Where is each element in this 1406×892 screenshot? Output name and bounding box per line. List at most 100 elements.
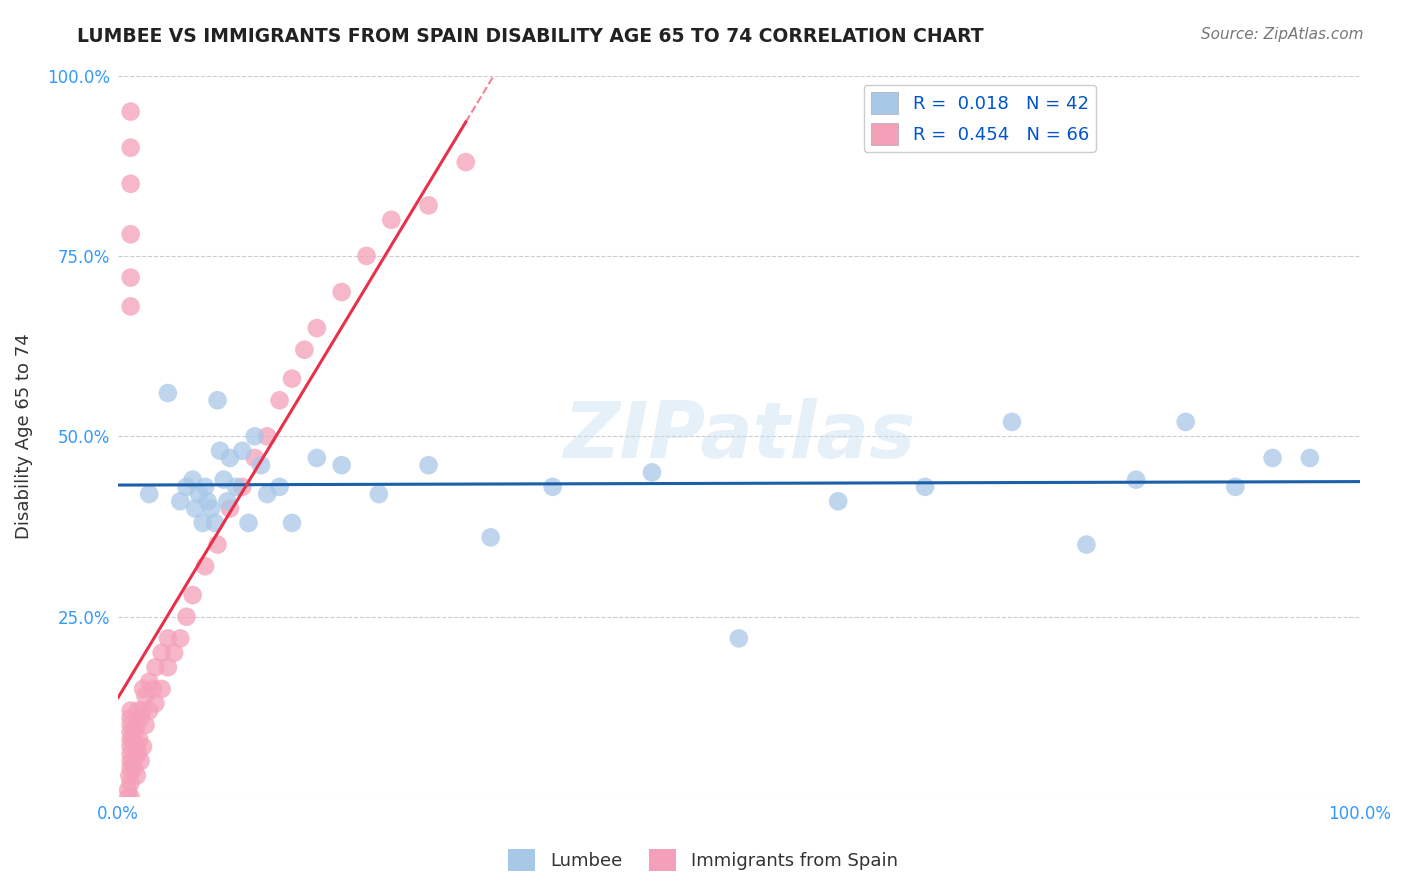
Point <box>150 646 173 660</box>
Point <box>250 458 273 473</box>
Point <box>176 480 198 494</box>
Point <box>181 588 204 602</box>
Point <box>118 768 141 782</box>
Point <box>145 660 167 674</box>
Point <box>135 718 157 732</box>
Point <box>243 429 266 443</box>
Point <box>541 480 564 494</box>
Point <box>120 725 142 739</box>
Point <box>208 443 231 458</box>
Point <box>169 632 191 646</box>
Point <box>120 775 142 789</box>
Point <box>145 696 167 710</box>
Point <box>1174 415 1197 429</box>
Point <box>305 450 328 465</box>
Point <box>117 790 139 805</box>
Point <box>728 632 751 646</box>
Point <box>380 212 402 227</box>
Point <box>187 487 209 501</box>
Point <box>120 711 142 725</box>
Point <box>156 660 179 674</box>
Point <box>124 747 146 761</box>
Point <box>243 450 266 465</box>
Point <box>120 177 142 191</box>
Point <box>122 732 145 747</box>
Point <box>194 480 217 494</box>
Point <box>238 516 260 530</box>
Point <box>204 516 226 530</box>
Point <box>125 768 148 782</box>
Point <box>156 632 179 646</box>
Point <box>132 681 155 696</box>
Point <box>142 681 165 696</box>
Point <box>120 747 142 761</box>
Point <box>219 450 242 465</box>
Point <box>127 704 149 718</box>
Point <box>129 754 152 768</box>
Point <box>176 609 198 624</box>
Point <box>120 270 142 285</box>
Point <box>207 538 229 552</box>
Point <box>217 494 239 508</box>
Point <box>129 711 152 725</box>
Text: Source: ZipAtlas.com: Source: ZipAtlas.com <box>1201 27 1364 42</box>
Point <box>132 704 155 718</box>
Point <box>356 249 378 263</box>
Point <box>418 458 440 473</box>
Point <box>827 494 849 508</box>
Point <box>281 371 304 385</box>
Point <box>231 480 253 494</box>
Point <box>184 501 207 516</box>
Point <box>1299 450 1322 465</box>
Point <box>330 458 353 473</box>
Point <box>191 516 214 530</box>
Point <box>418 198 440 212</box>
Point <box>479 530 502 544</box>
Point <box>120 718 142 732</box>
Point <box>330 285 353 299</box>
Point <box>256 429 278 443</box>
Point <box>1125 473 1147 487</box>
Point <box>120 227 142 242</box>
Point <box>122 754 145 768</box>
Point <box>156 386 179 401</box>
Point <box>117 783 139 797</box>
Point <box>256 487 278 501</box>
Text: ZIPatlas: ZIPatlas <box>562 399 915 475</box>
Point <box>135 689 157 703</box>
Point <box>269 480 291 494</box>
Point <box>197 494 219 508</box>
Point <box>138 674 160 689</box>
Point <box>294 343 316 357</box>
Point <box>120 732 142 747</box>
Point <box>138 487 160 501</box>
Point <box>454 155 477 169</box>
Point <box>169 494 191 508</box>
Point <box>181 473 204 487</box>
Legend: R =  0.018   N = 42, R =  0.454   N = 66: R = 0.018 N = 42, R = 0.454 N = 66 <box>863 85 1097 152</box>
Point <box>194 559 217 574</box>
Point <box>219 501 242 516</box>
Point <box>120 104 142 119</box>
Point <box>1076 538 1098 552</box>
Point <box>1225 480 1247 494</box>
Legend: Lumbee, Immigrants from Spain: Lumbee, Immigrants from Spain <box>501 842 905 879</box>
Point <box>281 516 304 530</box>
Point <box>120 704 142 718</box>
Point <box>225 480 247 494</box>
Point <box>120 739 142 754</box>
Point <box>1001 415 1024 429</box>
Y-axis label: Disability Age 65 to 74: Disability Age 65 to 74 <box>15 334 32 539</box>
Point <box>125 718 148 732</box>
Point <box>212 473 235 487</box>
Point <box>120 141 142 155</box>
Point <box>200 501 222 516</box>
Point <box>120 790 142 805</box>
Point <box>641 466 664 480</box>
Point <box>132 739 155 754</box>
Point <box>120 754 142 768</box>
Point <box>124 761 146 775</box>
Point <box>914 480 936 494</box>
Point <box>367 487 389 501</box>
Point <box>163 646 186 660</box>
